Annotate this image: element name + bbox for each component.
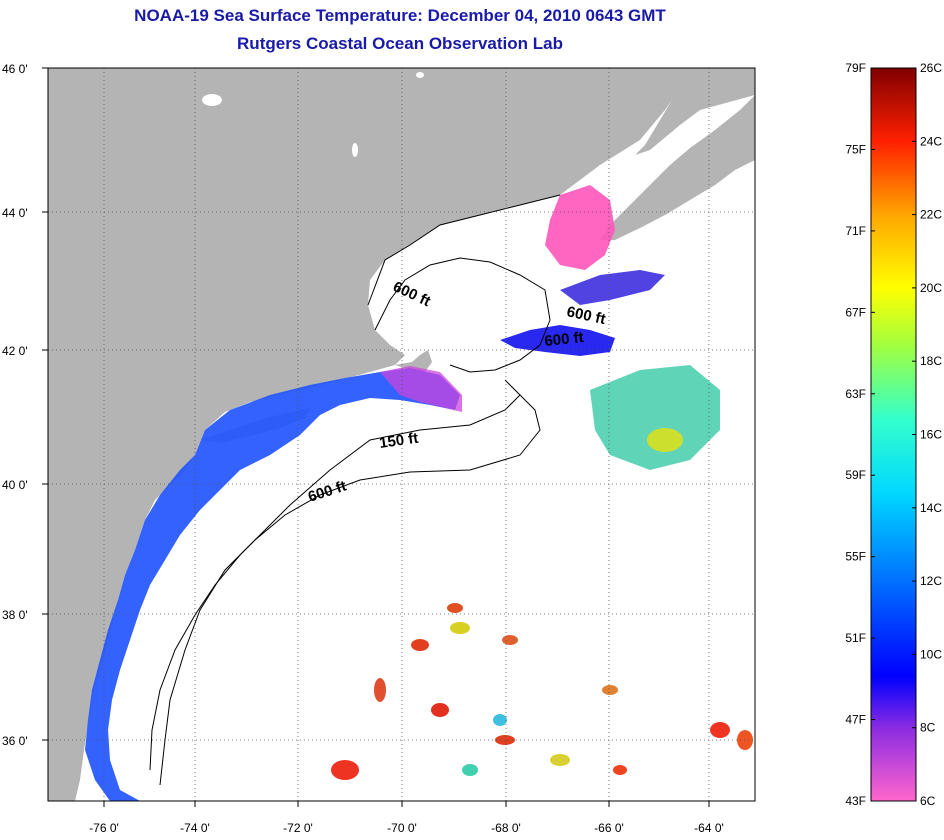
colorbar-ticks [871,67,916,802]
lon-label: -70 0' [387,821,417,835]
sst-blue-streaks [560,270,665,305]
sst-yellow-spot [647,428,683,452]
land-cape-cod [395,350,432,372]
contour-150ft [149,394,521,771]
chart-title: NOAA-19 Sea Surface Temperature: Decembe… [134,6,666,25]
colorbar-f-labels: 79F 75F 71F 67F 63F 59F 55F 51F 47F 43F [845,61,866,808]
sst-magenta-edge [380,366,462,412]
land-us-mainland [48,68,755,801]
map-ticks [42,67,710,807]
colorbar-c-label: 20C [920,281,942,295]
colorbar-f-label: 43F [845,794,866,808]
lat-label: 38 0' [2,608,28,622]
sst-pink-patch [545,185,615,270]
contour-label: 600 ft [544,329,585,350]
colorbar-c-label: 8C [920,721,936,735]
contour-label: 150 ft [378,430,419,452]
lon-label: -68 0' [491,821,521,835]
lat-label: 46 0' [2,62,28,76]
lat-label: 36 0' [2,734,28,748]
colorbar-f-label: 47F [845,713,866,727]
colorbar-c-label: 16C [920,428,942,442]
colorbar-f-label: 71F [845,224,866,238]
colorbar-f-label: 55F [845,550,866,564]
lon-label: -76 0' [89,821,119,835]
contour-coastline [367,194,561,306]
sst-georges-bank [500,325,615,356]
colorbar-f-label: 63F [845,387,866,401]
colorbar-f-label: 75F [845,142,866,156]
contour-gulf-of-maine [374,257,551,373]
lat-label: 44 0' [2,206,28,220]
colorbar-c-label: 18C [920,354,942,368]
lon-label: -64 0' [694,821,724,835]
colorbar-c-labels: 26C 24C 22C 20C 18C 16C 14C 12C 10C 8C 6C [920,61,942,808]
inland-lake [202,94,222,106]
lat-label: 42 0' [2,344,28,358]
colorbar-c-label: 26C [920,61,942,75]
lat-label: 40 0' [2,478,28,492]
colorbar-c-label: 10C [920,647,942,661]
land-nova-scotia [600,95,755,240]
contour-600ft-shelf [159,379,541,786]
chart-subtitle: Rutgers Coastal Ocean Observation Lab [237,34,563,53]
colorbar-c-label: 12C [920,574,942,588]
colorbar-f-label: 79F [845,61,866,75]
inland-lake [416,72,424,78]
inland-lake [352,143,358,157]
lon-label: -66 0' [594,821,624,835]
sst-warm-patch [590,365,720,470]
colorbar-c-label: 24C [920,134,942,148]
sst-coastal-band [85,368,460,801]
colorbar-f-label: 51F [845,631,866,645]
lon-label: -72 0' [283,821,313,835]
colorbar-f-label: 67F [845,305,866,319]
colorbar-f-label: 59F [845,468,866,482]
colorbar-c-label: 22C [920,208,942,222]
colorbar [870,67,917,802]
colorbar-c-label: 6C [920,794,936,808]
lon-label: -74 0' [180,821,210,835]
colorbar-c-label: 14C [920,501,942,515]
